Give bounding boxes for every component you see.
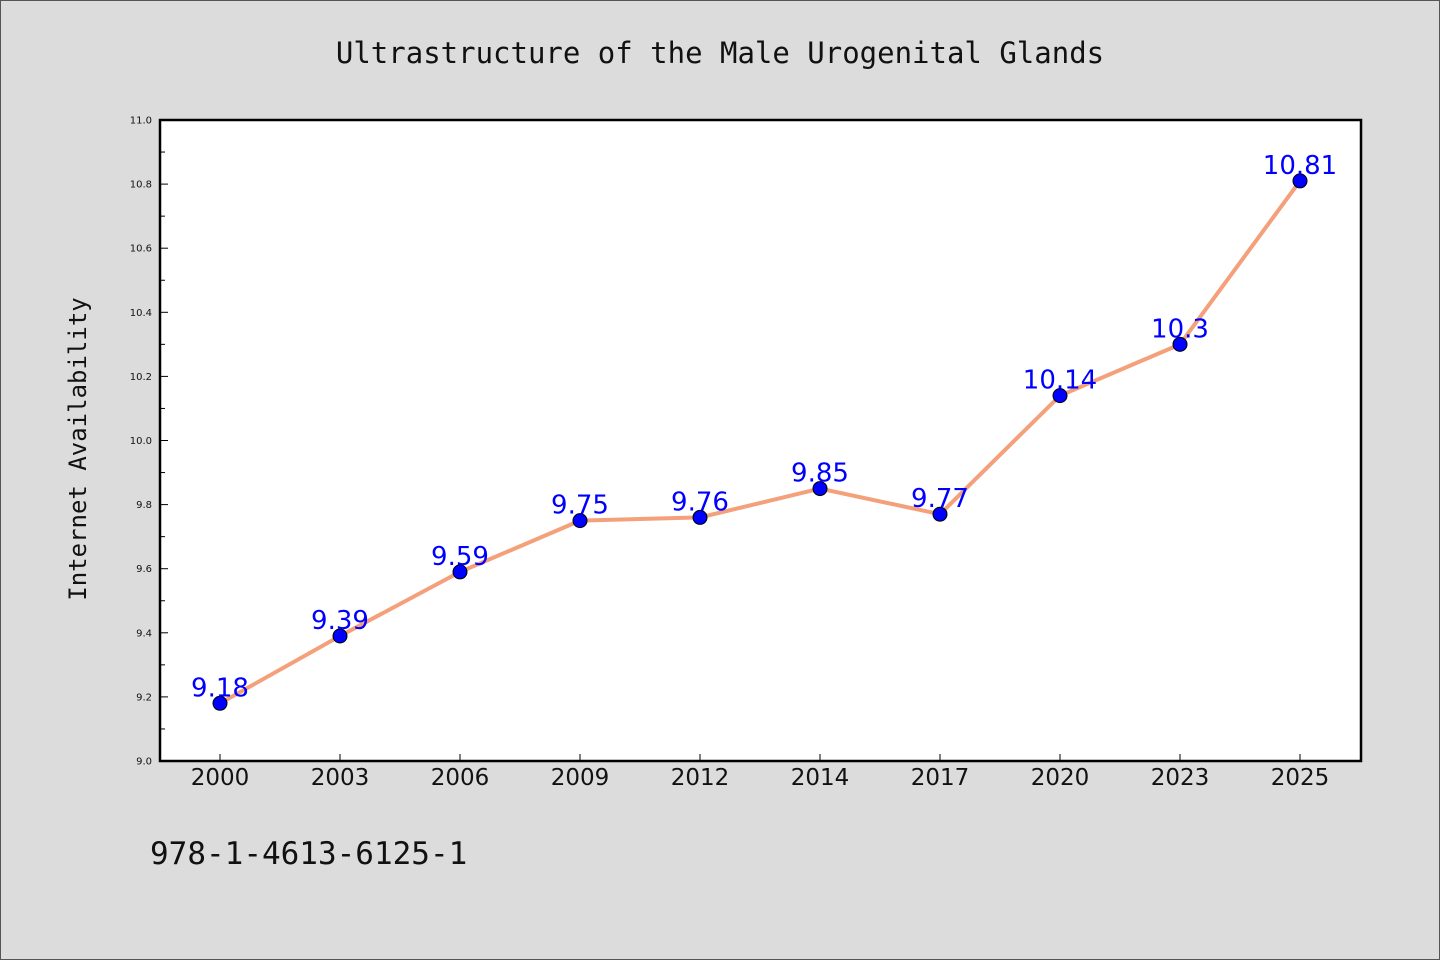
data-point (1172, 336, 1188, 352)
data-label: 9.76 (671, 487, 729, 517)
data-label: 9.39 (311, 606, 369, 636)
chart-title: Ultrastructure of the Male Urogenital Gl… (336, 36, 1104, 70)
series-layer: 9.18 9.39 9.59 9.75 9.76 9.85 9.77 10.14 10.3 10.… (191, 151, 1337, 711)
isbn-text: 978-1-4613-6125-1 (150, 836, 467, 872)
y-tick-label: 9.8 (136, 500, 152, 511)
y-tick-label: 10.0 (130, 436, 152, 447)
x-tick-label: 2014 (791, 765, 850, 791)
data-point (1052, 388, 1068, 404)
x-tick-label: 2006 (431, 765, 490, 791)
data-point (572, 513, 588, 529)
x-tick-label: 2012 (671, 765, 730, 791)
data-point (812, 481, 828, 497)
data-label: 10.81 (1263, 151, 1337, 181)
y-tick-label: 9.0 (136, 757, 152, 768)
y-tick-label: 10.4 (130, 308, 152, 319)
x-tick-label: 2023 (1151, 765, 1210, 791)
data-point (692, 509, 708, 525)
y-tick-label: 11.0 (130, 116, 152, 127)
x-tick-label: 2000 (191, 765, 250, 791)
y-tick-label: 9.6 (136, 564, 152, 575)
y-tick-label: 10.6 (130, 244, 152, 255)
data-label: 9.77 (911, 484, 969, 514)
data-point (932, 506, 948, 522)
data-label: 9.75 (551, 491, 609, 521)
x-tick-label: 2025 (1271, 765, 1330, 791)
data-point (332, 628, 348, 644)
data-label: 9.18 (191, 673, 249, 703)
x-axis-ticks: 2000 2003 2006 2009 2012 2014 2017 2020 2023 2025 (191, 754, 1330, 791)
plot-area (158, 118, 1363, 763)
data-label: 10.14 (1023, 366, 1097, 396)
y-axis-label: Internet Availability (64, 297, 92, 600)
data-point (452, 564, 468, 580)
data-label: 9.85 (791, 459, 849, 489)
y-tick-label: 10.8 (130, 180, 152, 191)
y-tick-label: 9.2 (136, 692, 152, 703)
data-point (212, 695, 228, 711)
x-tick-label: 2017 (911, 765, 970, 791)
series-line (218, 178, 1302, 706)
y-tick-label: 10.2 (130, 372, 152, 383)
data-label: 10.3 (1151, 314, 1209, 344)
x-tick-label: 2003 (311, 765, 370, 791)
x-tick-label: 2020 (1031, 765, 1090, 791)
data-label: 9.59 (431, 542, 489, 572)
x-tick-label: 2009 (551, 765, 610, 791)
y-tick-label: 9.4 (136, 628, 152, 639)
y-axis-ticks: 9.0 9.2 9.4 9.6 9.8 10.0 10.2 10.4 10.6 10.8 11.0 (130, 116, 168, 768)
data-point (1292, 173, 1308, 189)
